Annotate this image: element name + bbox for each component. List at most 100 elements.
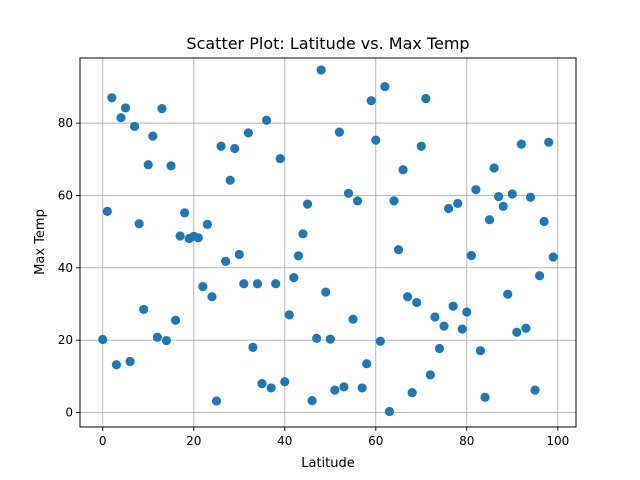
data-point	[143, 160, 153, 170]
x-tick-label: 60	[368, 434, 383, 448]
data-point	[221, 256, 231, 266]
data-point	[521, 323, 531, 333]
data-point	[98, 334, 108, 345]
data-point	[443, 203, 454, 214]
data-point	[161, 335, 172, 346]
data-point	[130, 121, 140, 131]
data-point	[334, 127, 344, 137]
data-point	[343, 188, 354, 198]
data-point	[384, 406, 395, 417]
data-point	[234, 249, 244, 260]
data-point	[448, 301, 458, 311]
data-point	[284, 310, 294, 320]
data-point	[248, 342, 258, 353]
data-point	[116, 113, 126, 123]
data-point	[316, 65, 326, 75]
data-point	[544, 137, 554, 147]
data-point	[525, 192, 536, 202]
data-point	[139, 304, 149, 315]
data-point	[453, 198, 463, 209]
data-point	[330, 385, 340, 395]
data-point	[202, 219, 213, 230]
data-point	[148, 131, 158, 141]
y-axis-label: Max Temp	[33, 209, 48, 275]
data-point	[348, 314, 358, 324]
data-point	[252, 279, 263, 289]
data-point	[193, 233, 203, 243]
chart-title: Scatter Plot: Latitude vs. Max Temp	[186, 34, 469, 53]
data-point	[362, 359, 372, 369]
data-point	[375, 336, 385, 346]
data-point	[439, 321, 449, 331]
x-tick-label: 40	[277, 434, 292, 448]
data-point	[352, 196, 363, 206]
data-point	[371, 135, 381, 145]
data-point	[366, 96, 376, 106]
data-point	[239, 279, 249, 289]
x-tick-label: 100	[546, 434, 569, 448]
data-point	[403, 292, 413, 302]
data-point	[289, 272, 299, 283]
plot-frame	[79, 57, 577, 428]
data-point	[548, 252, 558, 262]
x-tick-label: 0	[99, 434, 107, 448]
data-point	[180, 208, 190, 218]
data-point	[530, 385, 540, 395]
data-point	[225, 175, 235, 185]
data-point	[170, 315, 181, 325]
data-point	[175, 231, 185, 241]
data-point	[503, 289, 513, 299]
x-tick-label: 80	[459, 434, 474, 448]
data-point	[480, 392, 490, 402]
data-point	[484, 215, 495, 225]
data-point	[462, 307, 472, 317]
y-axis: 0 20 40 60 80	[58, 116, 80, 420]
data-point	[307, 395, 317, 406]
data-point	[102, 206, 112, 216]
data-point	[152, 332, 162, 342]
data-point	[471, 185, 481, 195]
data-point	[266, 383, 276, 393]
data-point	[107, 93, 117, 103]
data-point	[457, 324, 467, 334]
data-point	[339, 382, 349, 392]
data-point	[393, 245, 404, 255]
data-point	[271, 279, 281, 289]
data-point	[434, 343, 445, 354]
data-point	[243, 128, 253, 138]
data-point	[157, 104, 167, 114]
data-point	[120, 103, 131, 113]
y-tick-label: 80	[58, 116, 73, 130]
data-point	[211, 396, 222, 406]
data-point	[380, 81, 390, 92]
data-point	[534, 271, 545, 281]
data-point	[498, 201, 508, 211]
x-axis: 0 20 40 60 80 100	[99, 427, 569, 448]
data-point	[416, 141, 426, 151]
data-point	[398, 165, 408, 175]
data-point	[425, 370, 435, 380]
data-point	[293, 251, 304, 261]
x-axis-label: Latitude	[301, 456, 355, 471]
y-tick-label: 20	[58, 333, 73, 347]
data-point	[494, 191, 504, 202]
data-point	[230, 143, 240, 154]
data-point	[134, 219, 144, 229]
data-point	[312, 333, 322, 343]
data-point	[325, 334, 335, 344]
data-point	[216, 141, 226, 151]
data-point	[466, 250, 476, 261]
y-tick-label: 60	[58, 188, 73, 202]
data-point	[207, 292, 217, 302]
data-point	[261, 115, 272, 125]
data-point	[430, 312, 440, 322]
data-point	[489, 163, 499, 173]
data-point	[257, 378, 267, 389]
data-point	[302, 199, 313, 209]
data-point	[198, 282, 208, 292]
data-point	[407, 388, 417, 398]
data-point	[412, 297, 422, 308]
data-point	[280, 377, 290, 387]
